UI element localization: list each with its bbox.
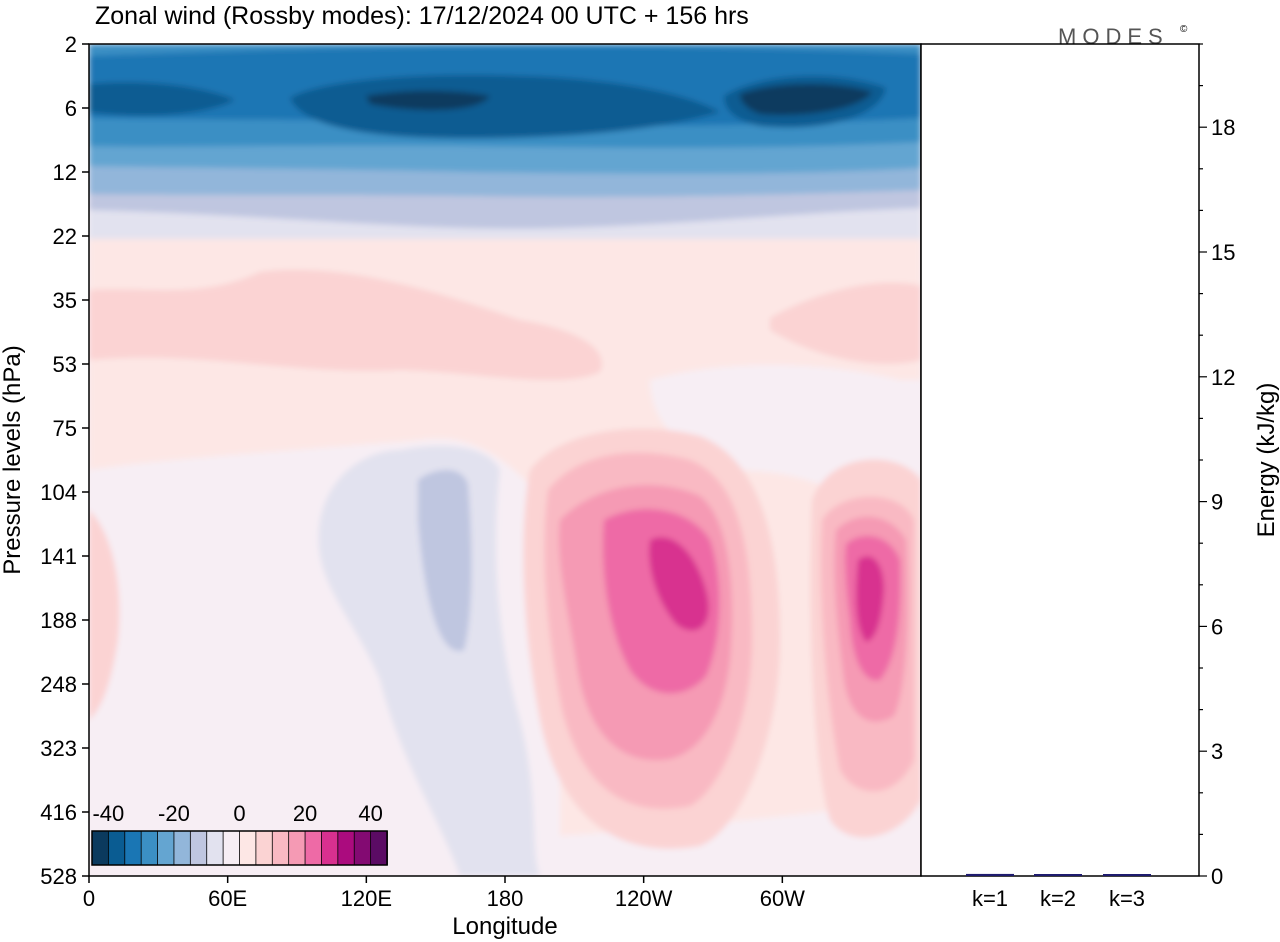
longitude-axis: 0 60E 120E 180 120W 60W <box>83 876 805 911</box>
energy-axis: 0 3 6 9 12 15 18 <box>1199 43 1235 889</box>
energy-tick-label: 0 <box>1211 864 1223 889</box>
colorbar-cell <box>321 830 339 866</box>
pressure-tick-label: 2 <box>65 32 77 57</box>
negative-region <box>366 90 490 111</box>
pressure-tick-label: 22 <box>53 224 77 249</box>
colorbar-label: 40 <box>358 801 382 826</box>
energy-category-label: k=1 <box>972 886 1008 911</box>
energy-bars <box>966 873 1151 876</box>
positive-region <box>856 556 884 642</box>
colorbar-labels: -40 -20 0 20 40 <box>92 801 382 826</box>
energy-bar <box>1103 874 1151 876</box>
positive-region <box>649 537 709 631</box>
energy-category-label: k=3 <box>1109 886 1145 911</box>
field-shapes <box>89 44 921 876</box>
pressure-tick-label: 35 <box>53 288 77 313</box>
energy-category-label: k=2 <box>1040 886 1076 911</box>
colorbar-cell <box>337 830 356 866</box>
colorbar-cell <box>124 830 143 866</box>
pressure-tick-label: 6 <box>65 96 77 121</box>
colorbar-label: -40 <box>92 801 124 826</box>
positive-region <box>89 269 602 380</box>
pressure-tick-label: 248 <box>40 672 77 697</box>
pressure-tick-label: 104 <box>40 480 77 505</box>
energy-panel: 0 3 6 9 12 15 18 k=1 k=2 k=3 Energy (kJ/kg) <box>920 43 1280 911</box>
longitude-tick-label: 180 <box>487 886 524 911</box>
colorbar-cells <box>91 830 388 866</box>
energy-axis-label: Energy (kJ/kg) <box>1253 383 1280 538</box>
colorbar: -40 -20 0 20 40 <box>91 801 388 866</box>
negative-region <box>418 469 472 652</box>
colorbar-cell <box>140 830 159 866</box>
pressure-axis: 2 6 12 22 35 53 75 104 141 188 248 323 416 528 <box>40 32 89 889</box>
negative-region <box>89 82 235 116</box>
colorbar-cell <box>173 830 192 866</box>
colorbar-cell <box>206 830 225 866</box>
colorbar-cell <box>157 830 175 866</box>
pressure-tick-label: 323 <box>40 736 77 761</box>
colorbar-cell <box>222 830 241 866</box>
colorbar-cell <box>255 830 274 866</box>
longitude-tick-label: 120E <box>341 886 392 911</box>
colorbar-cell <box>304 830 323 866</box>
colorbar-cell <box>353 830 372 866</box>
positive-region <box>603 509 720 694</box>
contour-field <box>89 44 921 876</box>
energy-tick-label: 18 <box>1211 115 1235 140</box>
energy-tick-label: 15 <box>1211 240 1235 265</box>
pressure-axis-label: Pressure levels (hPa) <box>0 345 26 574</box>
longitude-axis-label: Longitude <box>452 913 557 940</box>
energy-tick-label: 9 <box>1211 490 1223 515</box>
positive-region <box>89 510 120 720</box>
colorbar-frame <box>91 830 388 866</box>
energy-tick-label: 6 <box>1211 614 1223 639</box>
longitude-tick-label: 60W <box>760 886 805 911</box>
energy-tick-label: 3 <box>1211 739 1223 764</box>
colorbar-cell <box>91 830 110 866</box>
longitude-tick-label: 0 <box>83 886 95 911</box>
energy-tick-label: 12 <box>1211 365 1235 390</box>
negative-region <box>318 445 540 876</box>
energy-categories: k=1 k=2 k=3 <box>972 886 1145 911</box>
pressure-tick-label: 12 <box>53 160 77 185</box>
negative-region <box>290 74 720 139</box>
brand-mark: © <box>1180 24 1188 35</box>
pressure-tick-label: 141 <box>40 544 77 569</box>
colorbar-cell <box>189 830 208 866</box>
pressure-tick-label: 528 <box>40 864 77 889</box>
pressure-tick-label: 188 <box>40 608 77 633</box>
negative-region <box>740 84 872 116</box>
chart-title: Zonal wind (Rossby modes): 17/12/2024 00… <box>95 2 749 30</box>
energy-panel-frame <box>920 43 1200 877</box>
colorbar-cell <box>239 830 257 866</box>
colorbar-cell <box>370 830 388 866</box>
colorbar-label: 20 <box>293 801 317 826</box>
longitude-tick-label: 60E <box>208 886 247 911</box>
colorbar-cell <box>271 830 290 866</box>
energy-bar <box>1034 874 1082 876</box>
positive-region <box>770 282 921 364</box>
pressure-tick-label: 75 <box>53 416 77 441</box>
colorbar-label: 0 <box>233 801 245 826</box>
colorbar-cell <box>107 830 126 866</box>
pressure-tick-label: 416 <box>40 800 77 825</box>
longitude-tick-label: 120W <box>615 886 673 911</box>
pressure-tick-label: 53 <box>53 352 77 377</box>
colorbar-cell <box>288 830 306 866</box>
energy-bar <box>966 873 1014 876</box>
colorbar-label: -20 <box>158 801 190 826</box>
